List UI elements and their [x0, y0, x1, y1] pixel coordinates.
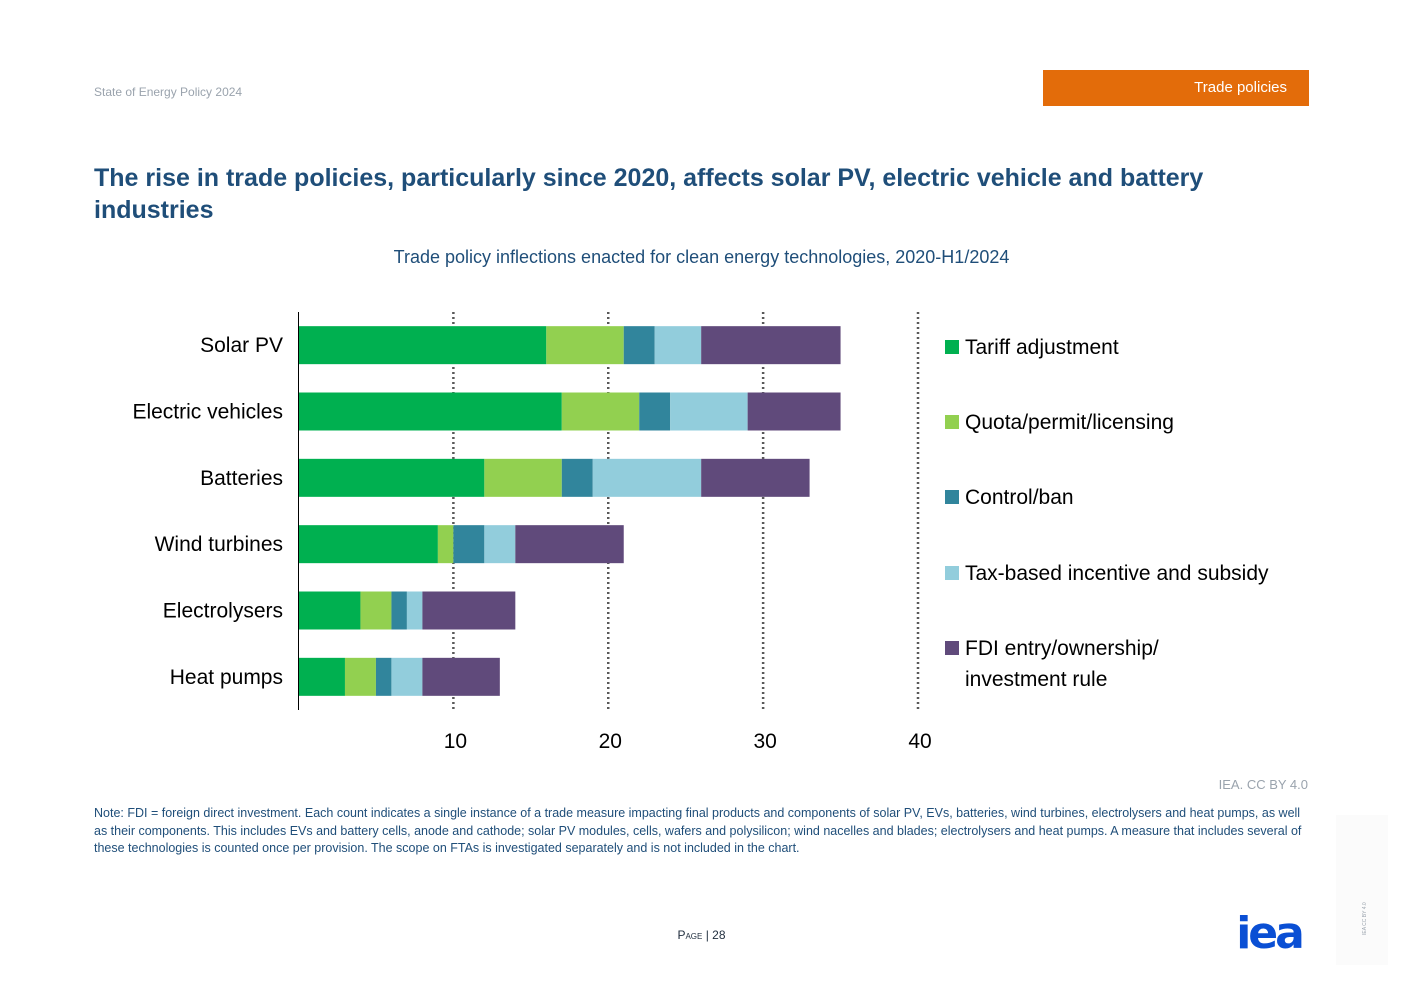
bar-segment[interactable]	[670, 392, 748, 431]
category-label: Heat pumps	[170, 666, 283, 689]
bar-segment[interactable]	[298, 657, 345, 696]
bar-segment[interactable]	[484, 525, 516, 564]
bar-segment[interactable]	[701, 326, 841, 365]
bar-segment[interactable]	[561, 392, 640, 431]
bar-segment[interactable]	[561, 458, 593, 497]
bar-segment[interactable]	[298, 326, 547, 365]
legend-swatch	[945, 641, 959, 655]
bar-segment[interactable]	[406, 591, 423, 630]
category-label: Solar PV	[200, 334, 283, 357]
category-label: Wind turbines	[155, 533, 283, 556]
legend-swatch	[945, 340, 959, 354]
page-separator: |	[705, 928, 709, 942]
chart-title: Trade policy inflections enacted for cle…	[393, 247, 1010, 267]
legend-label: Tariff adjustment	[965, 336, 1119, 359]
bar-segment[interactable]	[391, 657, 423, 696]
bars	[298, 326, 841, 696]
bar-segment[interactable]	[747, 392, 841, 431]
category-label: Electrolysers	[163, 600, 283, 623]
bar-segment[interactable]	[546, 326, 624, 365]
legend-label: Tax-based incentive and subsidy	[965, 562, 1269, 585]
iea-logo-text: iea	[1236, 914, 1302, 954]
bar-segment[interactable]	[391, 591, 407, 630]
x-tick-label: 20	[599, 730, 622, 753]
x-tick-label: 40	[908, 730, 931, 753]
bar-segment[interactable]	[701, 458, 810, 497]
bar-segment[interactable]	[298, 525, 438, 564]
license-strip: IEA CC BY 4.0	[1336, 815, 1388, 965]
chart-note: Note: FDI = foreign direct investment. E…	[94, 806, 1302, 855]
bar-segment[interactable]	[654, 326, 702, 365]
page-number-value: 28	[712, 928, 726, 942]
category-label: Batteries	[200, 467, 283, 490]
legend-swatch	[945, 490, 959, 504]
bar-segment[interactable]	[375, 657, 392, 696]
legend-label: Control/ban	[965, 486, 1074, 509]
bar-segment[interactable]	[422, 657, 500, 696]
iea-logo[interactable]: iea	[1229, 914, 1309, 954]
legend-swatch	[945, 566, 959, 580]
bar-segment[interactable]	[484, 458, 562, 497]
section-tag[interactable]: Trade policies	[1043, 70, 1309, 106]
legend-swatch	[945, 415, 959, 429]
bar-segment[interactable]	[453, 525, 485, 564]
page-title: The rise in trade policies, particularly…	[94, 164, 1204, 224]
license-strip-text: IEA CC BY 4.0	[1362, 902, 1368, 935]
report-name: State of Energy Policy 2024	[94, 85, 243, 99]
bar-segment[interactable]	[437, 525, 454, 564]
bar-segment[interactable]	[298, 591, 361, 630]
page-word: Page	[677, 928, 703, 942]
attribution: IEA. CC BY 4.0	[1218, 777, 1308, 792]
legend: Tariff adjustment Quota/permit/licensing C…	[945, 336, 1269, 691]
gridlines	[452, 312, 920, 710]
bar-segment[interactable]	[422, 591, 516, 630]
bar-segment[interactable]	[592, 458, 702, 497]
category-labels: Solar PV Electric vehicles Batteries Wind t…	[132, 334, 283, 689]
page-number: Page | 28	[0, 928, 1403, 942]
legend-label: Quota/permit/licensing	[965, 411, 1174, 434]
bar-segment[interactable]	[298, 392, 562, 431]
bar-segment[interactable]	[623, 326, 655, 365]
bar-segment[interactable]	[639, 392, 671, 431]
legend-label: FDI entry/ownership/investment rule	[965, 637, 1159, 691]
x-tick-label: 10	[444, 730, 467, 753]
category-label: Electric vehicles	[132, 401, 283, 424]
bar-segment[interactable]	[515, 525, 624, 564]
x-tick-labels: 10 20 30 40	[444, 730, 932, 753]
bar-segment[interactable]	[360, 591, 392, 630]
bar-segment[interactable]	[298, 458, 485, 497]
bar-segment[interactable]	[344, 657, 376, 696]
x-tick-label: 30	[753, 730, 776, 753]
